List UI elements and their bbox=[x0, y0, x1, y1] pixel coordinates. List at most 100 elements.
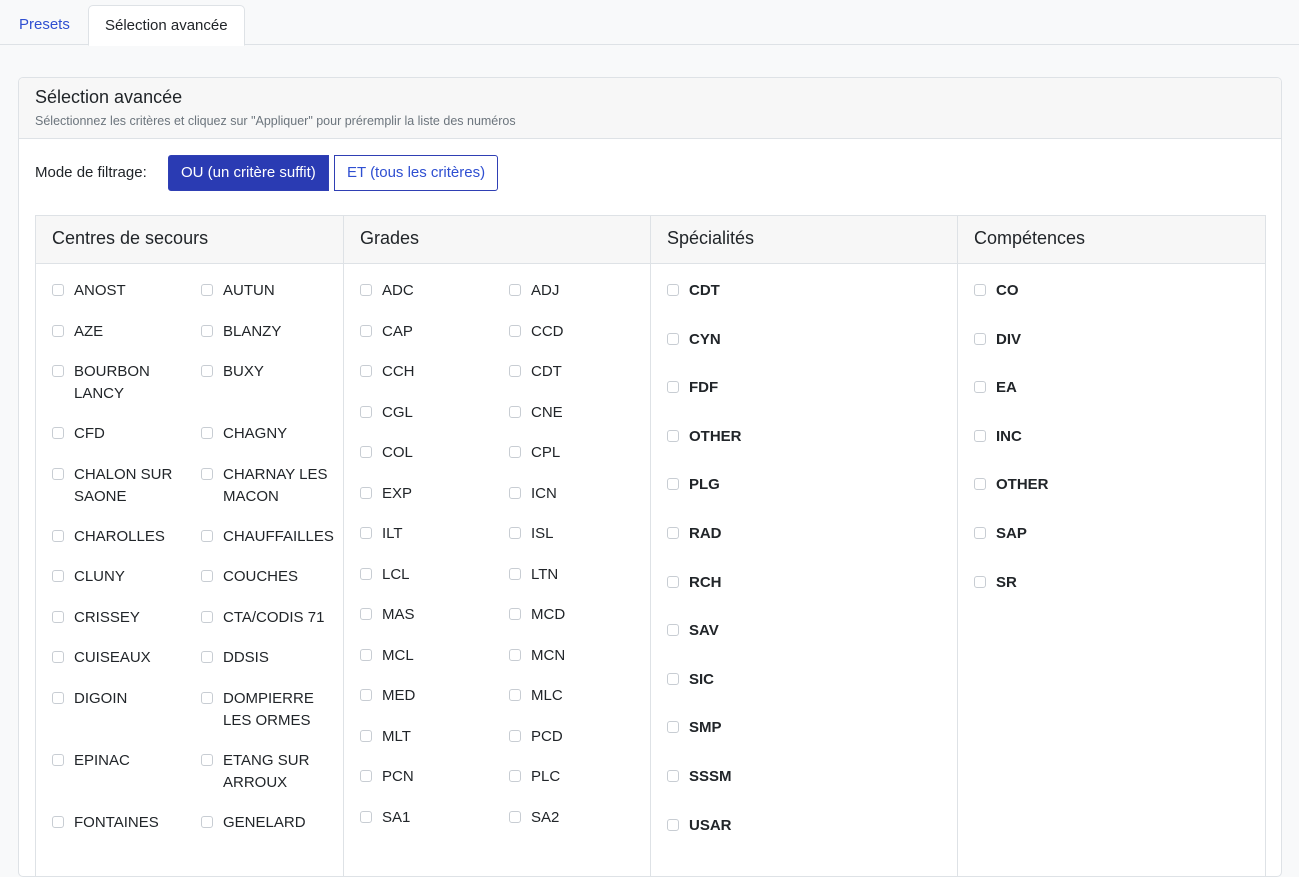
checkbox-item[interactable]: BOURBON LANCY bbox=[52, 361, 182, 405]
checkbox[interactable] bbox=[201, 325, 213, 337]
checkbox-item[interactable]: RAD bbox=[667, 523, 927, 545]
checkbox-item[interactable]: GENELARD bbox=[201, 812, 331, 834]
checkbox[interactable] bbox=[667, 527, 679, 539]
checkbox-item[interactable]: SSSM bbox=[667, 766, 927, 788]
checkbox-item[interactable]: BLANZY bbox=[201, 321, 331, 343]
checkbox-item[interactable]: MCN bbox=[509, 645, 639, 667]
checkbox[interactable] bbox=[667, 721, 679, 734]
checkbox-item[interactable]: CNE bbox=[509, 402, 639, 424]
checkbox[interactable] bbox=[201, 284, 213, 296]
checkbox-item[interactable]: CGL bbox=[360, 402, 490, 424]
checkbox[interactable] bbox=[667, 770, 679, 782]
checkbox-item[interactable]: CYN bbox=[667, 329, 927, 351]
checkbox[interactable] bbox=[509, 487, 521, 499]
checkbox-item[interactable]: SMP bbox=[667, 717, 927, 739]
checkbox[interactable] bbox=[52, 530, 64, 542]
checkbox[interactable] bbox=[201, 816, 213, 828]
checkbox-item[interactable]: ANOST bbox=[52, 280, 182, 302]
checkbox[interactable] bbox=[52, 325, 64, 337]
checkbox[interactable] bbox=[201, 611, 213, 623]
checkbox[interactable] bbox=[974, 429, 986, 442]
checkbox[interactable] bbox=[52, 427, 64, 439]
checkbox[interactable] bbox=[201, 365, 213, 377]
checkbox-item[interactable]: PLG bbox=[667, 474, 927, 496]
checkbox-item[interactable]: MED bbox=[360, 685, 490, 707]
checkbox[interactable] bbox=[667, 429, 679, 442]
checkbox-item[interactable]: RCH bbox=[667, 572, 927, 594]
tab-selection-avancee[interactable]: Sélection avancée bbox=[88, 5, 245, 46]
checkbox[interactable] bbox=[360, 689, 372, 701]
checkbox-item[interactable]: AZE bbox=[52, 321, 182, 343]
checkbox[interactable] bbox=[360, 811, 372, 823]
checkbox-item[interactable]: SR bbox=[974, 572, 1234, 594]
checkbox[interactable] bbox=[360, 325, 372, 337]
checkbox-item[interactable]: COL bbox=[360, 442, 490, 464]
checkbox[interactable] bbox=[974, 478, 986, 491]
checkbox[interactable] bbox=[509, 284, 521, 296]
checkbox[interactable] bbox=[201, 754, 213, 766]
checkbox-item[interactable]: MLT bbox=[360, 726, 490, 748]
checkbox-item[interactable]: ETANG SUR ARROUX bbox=[201, 750, 331, 794]
checkbox-item[interactable]: FDF bbox=[667, 377, 927, 399]
checkbox-item[interactable]: DIV bbox=[974, 329, 1234, 351]
filter-mode-and-button[interactable]: ET (tous les critères) bbox=[334, 155, 499, 191]
checkbox[interactable] bbox=[360, 568, 372, 580]
checkbox-item[interactable]: ICN bbox=[509, 483, 639, 505]
checkbox-item[interactable]: CHAGNY bbox=[201, 423, 331, 445]
filter-mode-or-button[interactable]: OU (un critère suffit) bbox=[168, 155, 329, 191]
checkbox-item[interactable]: OTHER bbox=[667, 426, 927, 448]
checkbox-item[interactable]: ILT bbox=[360, 523, 490, 545]
checkbox[interactable] bbox=[360, 649, 372, 661]
checkbox-item[interactable]: CHARNAY LES MACON bbox=[201, 464, 331, 508]
checkbox-item[interactable]: DOMPIERRE LES ORMES bbox=[201, 688, 331, 732]
checkbox[interactable] bbox=[974, 527, 986, 539]
checkbox[interactable] bbox=[667, 284, 679, 296]
checkbox[interactable] bbox=[509, 649, 521, 661]
checkbox-item[interactable]: CHAUFFAILLES bbox=[201, 526, 334, 548]
checkbox[interactable] bbox=[667, 478, 679, 491]
checkbox[interactable] bbox=[667, 381, 679, 394]
checkbox-item[interactable]: EXP bbox=[360, 483, 490, 505]
checkbox[interactable] bbox=[360, 406, 372, 418]
checkbox-item[interactable]: USAR bbox=[667, 815, 927, 837]
checkbox-item[interactable]: SA1 bbox=[360, 807, 490, 829]
checkbox-item[interactable]: CUISEAUX bbox=[52, 647, 182, 669]
checkbox-item[interactable]: MLC bbox=[509, 685, 639, 707]
checkbox-item[interactable]: ISL bbox=[509, 523, 639, 545]
checkbox[interactable] bbox=[974, 381, 986, 394]
checkbox-item[interactable]: CLUNY bbox=[52, 566, 182, 588]
checkbox[interactable] bbox=[509, 325, 521, 337]
checkbox[interactable] bbox=[667, 624, 679, 637]
checkbox[interactable] bbox=[360, 365, 372, 377]
checkbox[interactable] bbox=[509, 730, 521, 742]
checkbox[interactable] bbox=[52, 692, 64, 704]
checkbox[interactable] bbox=[201, 651, 213, 663]
checkbox[interactable] bbox=[360, 487, 372, 499]
checkbox-item[interactable]: CRISSEY bbox=[52, 607, 182, 629]
checkbox-item[interactable]: CDT bbox=[509, 361, 639, 383]
checkbox-item[interactable]: EPINAC bbox=[52, 750, 182, 772]
checkbox[interactable] bbox=[667, 332, 679, 345]
checkbox[interactable] bbox=[52, 611, 64, 623]
checkbox[interactable] bbox=[509, 811, 521, 823]
checkbox-item[interactable]: CCH bbox=[360, 361, 490, 383]
checkbox-item[interactable]: PLC bbox=[509, 766, 639, 788]
tab-presets[interactable]: Presets bbox=[19, 16, 70, 33]
checkbox-item[interactable]: EA bbox=[974, 377, 1234, 399]
checkbox[interactable] bbox=[360, 608, 372, 620]
checkbox-item[interactable]: AUTUN bbox=[201, 280, 331, 302]
checkbox-item[interactable]: LCL bbox=[360, 564, 490, 586]
checkbox[interactable] bbox=[667, 818, 679, 831]
checkbox-item[interactable]: BUXY bbox=[201, 361, 331, 383]
checkbox[interactable] bbox=[52, 570, 64, 582]
checkbox[interactable] bbox=[52, 468, 64, 480]
checkbox-item[interactable]: MAS bbox=[360, 604, 490, 626]
checkbox-item[interactable]: CHAROLLES bbox=[52, 526, 182, 548]
checkbox[interactable] bbox=[509, 568, 521, 580]
checkbox-item[interactable]: LTN bbox=[509, 564, 639, 586]
checkbox[interactable] bbox=[974, 332, 986, 345]
checkbox[interactable] bbox=[509, 770, 521, 782]
checkbox[interactable] bbox=[52, 754, 64, 766]
checkbox[interactable] bbox=[201, 692, 213, 704]
checkbox-item[interactable]: COUCHES bbox=[201, 566, 331, 588]
